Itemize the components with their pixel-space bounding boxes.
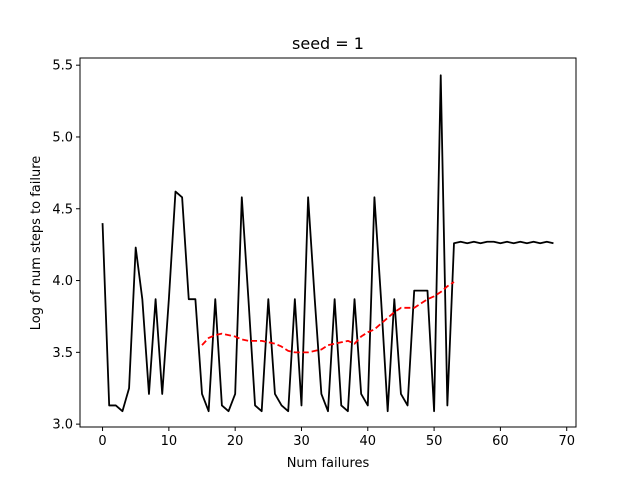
x-tick-label: 10 bbox=[161, 434, 178, 449]
y-tick-label: 3.5 bbox=[52, 346, 73, 361]
x-axis-title: Num failures bbox=[287, 456, 370, 471]
y-tick-label: 5.5 bbox=[52, 59, 73, 74]
axes: 0 10 20 30 40 50 60 70 3.0 3.5 4.0 4.5 5.0 5.5 bbox=[52, 57, 577, 449]
y-tick-label: 3.0 bbox=[52, 418, 73, 433]
series-line-1 bbox=[101, 74, 554, 413]
x-tick-label: 40 bbox=[360, 434, 377, 449]
x-tick-label: 30 bbox=[293, 434, 310, 449]
x-tick-label: 60 bbox=[492, 434, 509, 449]
y-tick-label: 5.0 bbox=[52, 130, 73, 145]
chart-title: seed = 1 bbox=[292, 34, 364, 53]
x-tick-label: 50 bbox=[426, 434, 443, 449]
y-tick-label: 4.5 bbox=[52, 202, 73, 217]
x-tick-label: 70 bbox=[558, 434, 575, 449]
plot-area bbox=[101, 74, 554, 413]
y-tick-label: 4.0 bbox=[52, 274, 73, 289]
axes-frame bbox=[79, 57, 577, 428]
series-line-2 bbox=[201, 281, 455, 354]
x-tick-label: 20 bbox=[227, 434, 244, 449]
x-tick-label: 0 bbox=[98, 434, 106, 449]
y-axis-title: Log of num steps to failure bbox=[29, 156, 44, 331]
